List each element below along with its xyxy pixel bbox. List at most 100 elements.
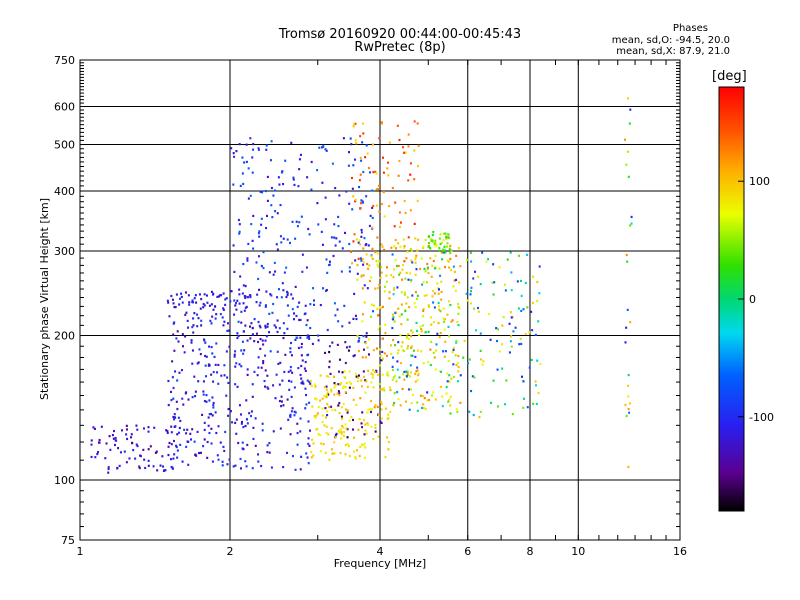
- data-point: [427, 305, 430, 309]
- data-point: [337, 429, 340, 433]
- data-point: [447, 233, 450, 236]
- data-point: [188, 303, 191, 306]
- data-point: [354, 314, 357, 317]
- data-point: [211, 352, 214, 355]
- data-point: [311, 342, 314, 346]
- data-point: [189, 432, 192, 435]
- data-point: [416, 409, 419, 412]
- data-point: [255, 261, 258, 264]
- data-point: [530, 358, 533, 362]
- data-point: [455, 408, 458, 411]
- data-point: [354, 122, 357, 125]
- data-point: [249, 194, 252, 197]
- data-point: [214, 411, 217, 414]
- data-point: [208, 413, 211, 416]
- data-point: [624, 341, 627, 344]
- data-point: [224, 430, 227, 434]
- data-point: [415, 268, 418, 271]
- data-point: [252, 148, 255, 151]
- data-point: [211, 414, 214, 417]
- data-point: [196, 430, 199, 434]
- data-point: [414, 256, 417, 260]
- data-point: [355, 375, 358, 378]
- data-point: [328, 458, 331, 461]
- data-point: [438, 249, 441, 252]
- x-tick-label: 8: [527, 545, 534, 558]
- data-point: [170, 458, 173, 461]
- data-point: [362, 370, 365, 373]
- data-point: [409, 162, 412, 165]
- data-point: [230, 290, 233, 293]
- data-point: [388, 291, 391, 294]
- data-point: [323, 386, 326, 389]
- data-point: [306, 334, 309, 337]
- data-point: [447, 260, 450, 263]
- data-point: [626, 308, 629, 311]
- data-point: [452, 348, 455, 352]
- data-point: [201, 413, 204, 416]
- data-point: [232, 152, 235, 155]
- data-point: [287, 370, 290, 373]
- data-point: [383, 389, 386, 392]
- data-point: [378, 382, 381, 386]
- data-point: [413, 149, 416, 152]
- colorbar-tick-label: -100: [749, 411, 774, 424]
- data-point: [317, 223, 320, 226]
- data-point: [369, 410, 372, 414]
- data-point: [176, 449, 179, 452]
- data-point: [365, 195, 368, 198]
- data-point: [450, 269, 453, 272]
- data-point: [536, 299, 539, 303]
- data-point: [536, 359, 539, 362]
- data-point: [369, 214, 372, 217]
- data-point: [203, 421, 206, 425]
- data-point: [96, 452, 99, 456]
- data-point: [360, 422, 363, 425]
- data-point: [383, 285, 386, 288]
- data-point: [289, 351, 292, 354]
- data-point: [156, 469, 159, 472]
- data-point: [440, 251, 443, 254]
- data-point: [282, 322, 285, 325]
- data-point: [433, 242, 436, 245]
- data-point: [517, 254, 520, 257]
- data-point: [241, 420, 244, 424]
- data-point: [276, 330, 279, 334]
- data-point: [422, 308, 425, 311]
- data-point: [414, 305, 417, 309]
- data-point: [324, 451, 327, 454]
- data-point: [431, 240, 434, 243]
- data-point: [212, 308, 215, 311]
- data-point: [407, 278, 410, 281]
- data-point: [427, 330, 430, 333]
- data-point: [246, 259, 249, 262]
- data-point: [361, 320, 364, 323]
- data-point: [309, 303, 312, 306]
- data-point: [626, 260, 629, 263]
- data-point: [366, 411, 369, 414]
- data-point: [427, 242, 430, 245]
- data-point: [323, 424, 326, 427]
- data-point: [512, 330, 515, 333]
- data-point: [379, 306, 382, 309]
- data-point: [338, 401, 341, 405]
- data-point: [348, 454, 351, 458]
- data-point: [338, 431, 341, 434]
- data-point: [357, 257, 360, 260]
- data-point: [252, 142, 255, 146]
- data-point: [401, 146, 404, 149]
- data-point: [432, 301, 435, 304]
- data-point: [470, 286, 473, 289]
- data-point: [374, 287, 377, 290]
- data-point: [270, 140, 273, 143]
- data-point: [282, 237, 285, 240]
- data-point: [221, 464, 224, 467]
- y-tick-label: 75: [61, 534, 75, 547]
- data-point: [191, 325, 194, 329]
- data-point: [442, 320, 445, 323]
- data-point: [352, 428, 355, 431]
- data-point: [168, 315, 171, 318]
- data-point: [294, 237, 297, 240]
- data-point: [447, 325, 450, 328]
- data-point: [388, 297, 391, 300]
